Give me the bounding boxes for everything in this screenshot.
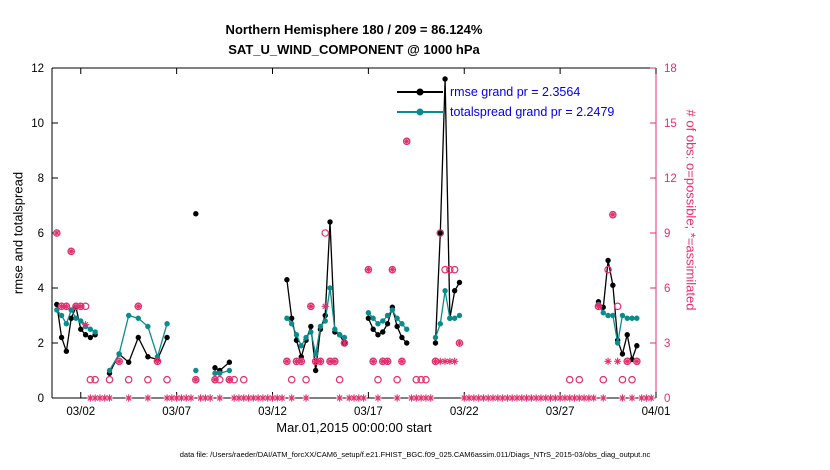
legend-marker-rmse-icon — [397, 82, 443, 102]
x-tick-label: 03/27 — [546, 406, 575, 418]
y-right-tick-label: 18 — [664, 63, 677, 75]
y-left-tick-label: 8 — [38, 173, 44, 185]
y-right-tick-label: 15 — [664, 118, 677, 130]
y-right-tick-label: 3 — [664, 338, 670, 350]
plot-title-line1: Northern Hemisphere 180 / 209 = 86.124% — [225, 22, 483, 37]
series-possible — [52, 137, 641, 384]
axes: 03/02 03/07 03/12 03/17 03/22 03/27 04/0102468… — [31, 63, 677, 418]
legend-label-totalspread: totalspread grand pr = 2.2479 — [450, 105, 615, 119]
y-axis-label-right: # of obs: o=possible; *=assimilated — [683, 109, 699, 311]
plot-title-line2: SAT_U_WIND_COMPONENT @ 1000 hPa — [228, 42, 480, 57]
series-assimilated — [53, 137, 655, 402]
x-tick-label: 03/07 — [162, 406, 191, 418]
y-left-tick-label: 10 — [31, 118, 44, 130]
y-axis-label-left: rmse and totalspread — [10, 171, 26, 295]
y-left-tick-label: 12 — [31, 63, 44, 75]
x-tick-label: 03/02 — [66, 406, 95, 418]
x-axis-label: Mar.01,2015 00:00:00 start — [276, 420, 432, 435]
y-left-tick-label: 4 — [38, 283, 45, 295]
legend-dot-sample — [416, 108, 424, 116]
legend-entry-totalspread: totalspread grand pr = 2.2479 — [397, 102, 614, 122]
x-tick-label: 04/01 — [642, 406, 671, 418]
y-left-tick-label: 2 — [38, 338, 44, 350]
legend-label-rmse: rmse grand pr = 2.3564 — [450, 85, 581, 99]
legend-entry-rmse: rmse grand pr = 2.3564 — [397, 82, 614, 102]
y-right-tick-label: 6 — [664, 283, 670, 295]
legend: rmse grand pr = 2.3564 totalspread grand… — [397, 82, 614, 122]
data-file-path: data file: /Users/raeder/DAI/ATM_forcXX/… — [179, 450, 651, 459]
legend-marker-totalspread-icon — [397, 102, 443, 122]
series-totalspread — [54, 285, 640, 376]
y-right-tick-label: 0 — [664, 393, 670, 405]
y-right-tick-label: 12 — [664, 173, 677, 185]
y-left-tick-label: 6 — [38, 228, 44, 240]
x-tick-label: 03/22 — [450, 406, 479, 418]
legend-dot-sample — [416, 88, 424, 96]
x-tick-label: 03/17 — [354, 406, 383, 418]
x-tick-label: 03/12 — [258, 406, 287, 418]
y-left-tick-label: 0 — [38, 393, 44, 405]
y-right-tick-label: 9 — [664, 228, 670, 240]
